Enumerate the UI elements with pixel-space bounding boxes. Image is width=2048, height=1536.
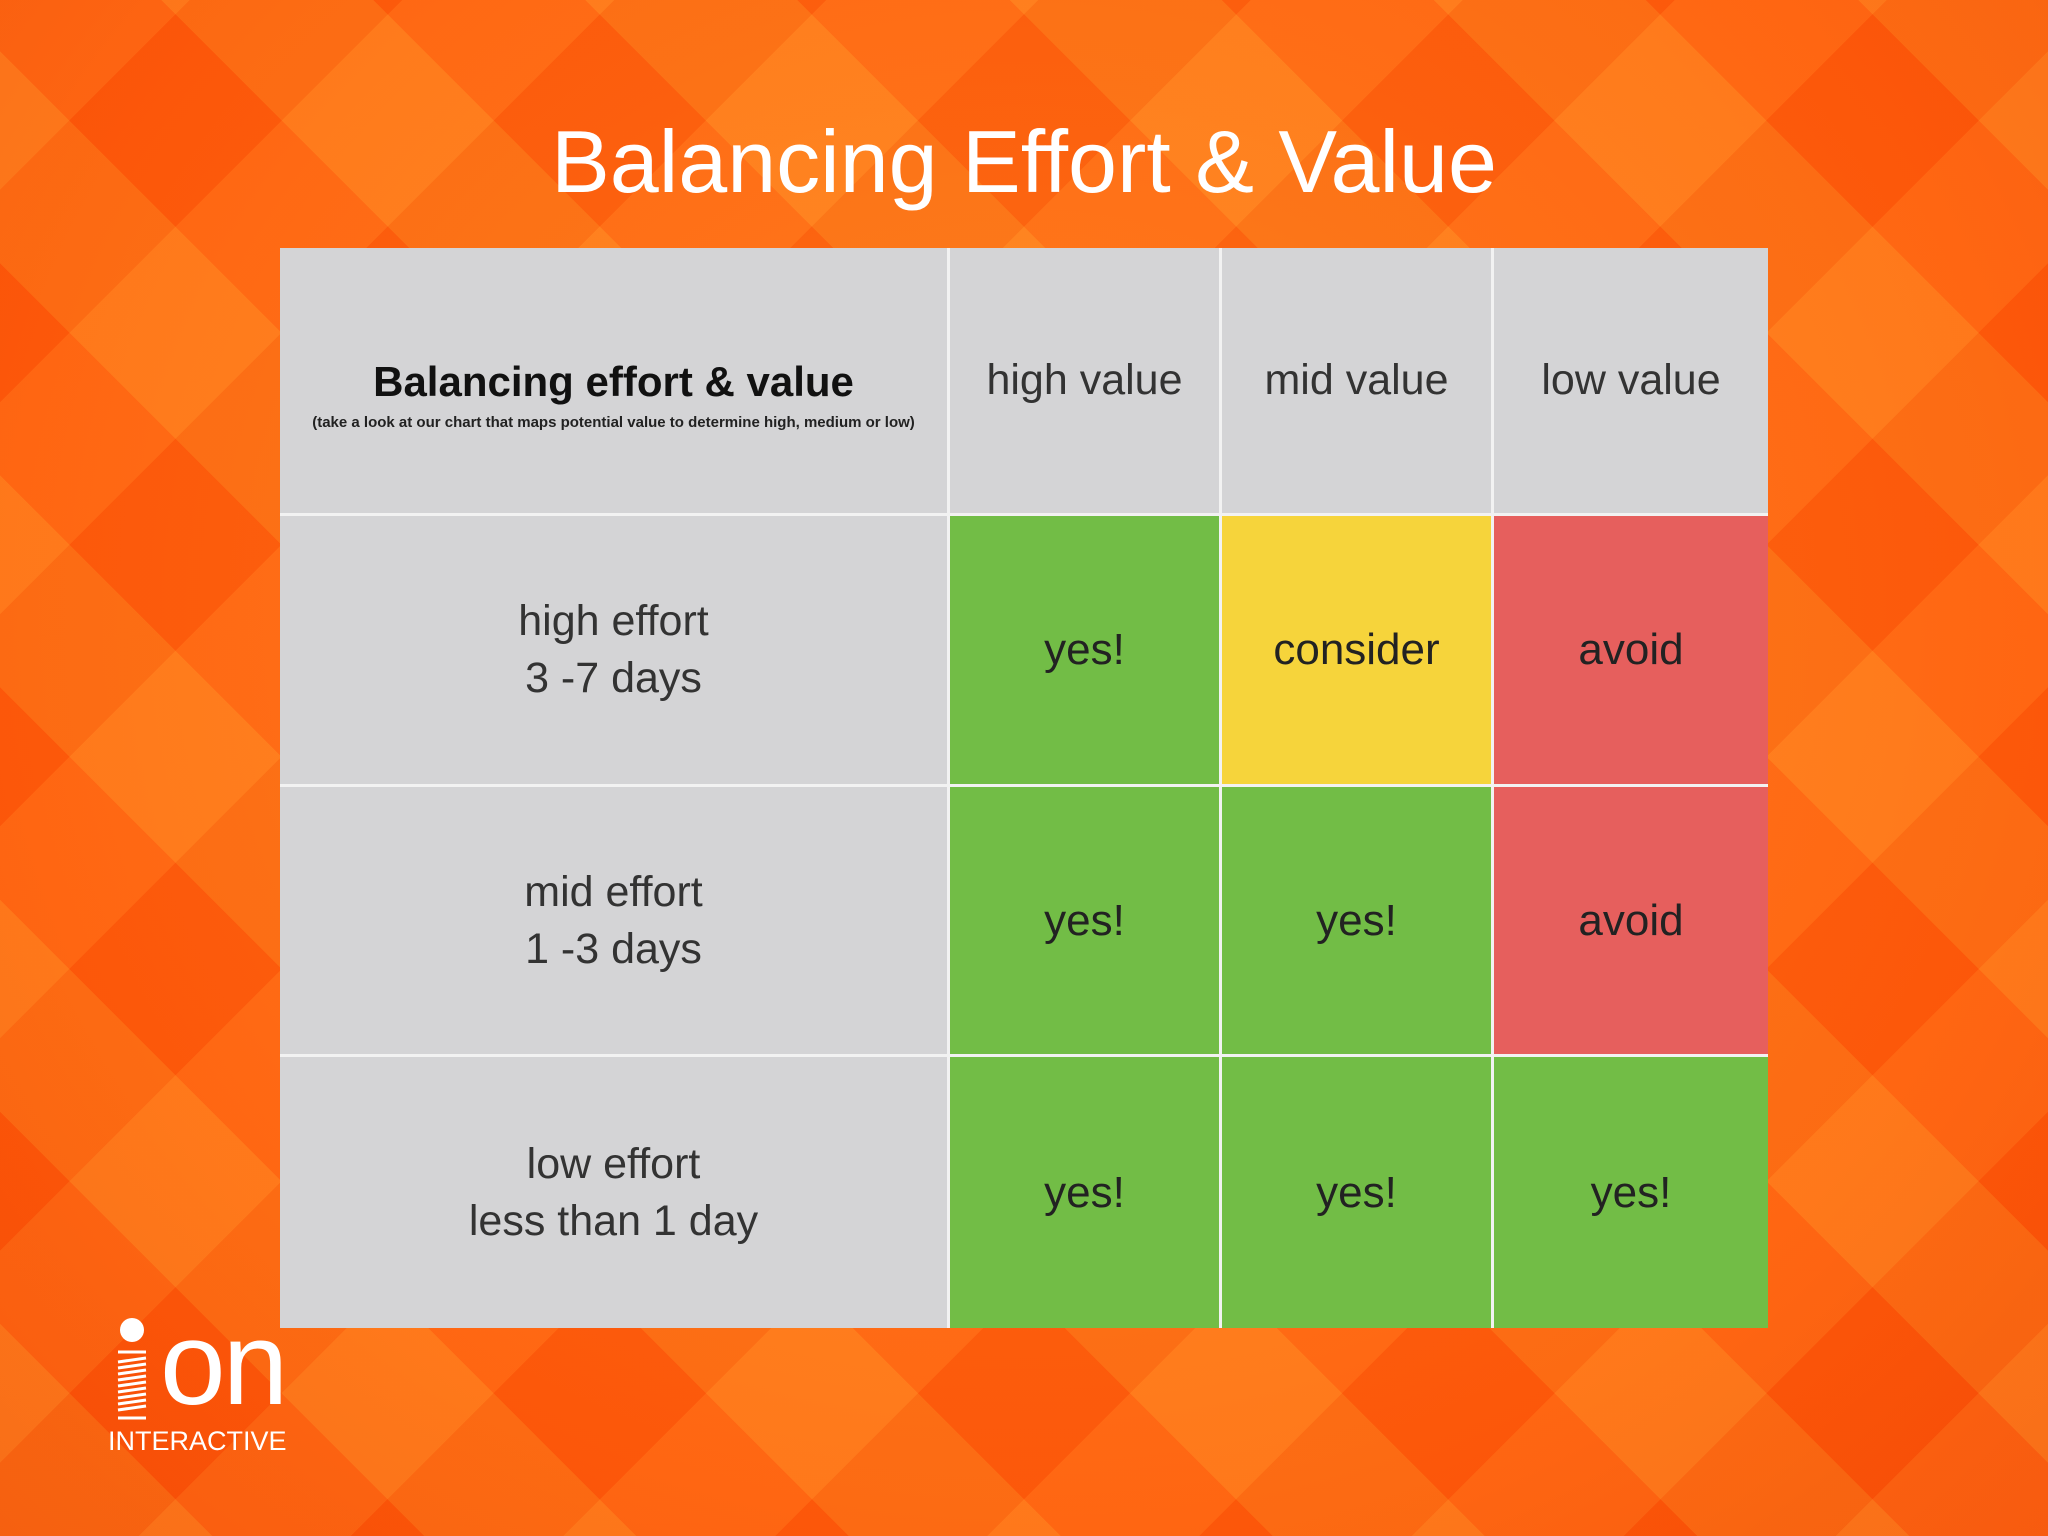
effort-label: high effort [518, 597, 709, 645]
row-header-low-effort: low effort less than 1 day [280, 1057, 950, 1328]
matrix-cell: avoid [1494, 516, 1768, 787]
logo-wordmark: on [160, 1298, 288, 1430]
matrix-title: Balancing effort & value [373, 358, 854, 405]
matrix-cell: yes! [1222, 1057, 1494, 1328]
row-header-mid-effort: mid effort 1 -3 days [280, 787, 950, 1057]
effort-value-matrix: Balancing effort & value (take a look at… [280, 248, 1768, 1328]
matrix-cell: yes! [950, 787, 1222, 1057]
matrix-cell: yes! [1494, 1057, 1768, 1328]
effort-label: mid effort [524, 867, 703, 916]
matrix-cell: consider [1222, 516, 1494, 787]
matrix-corner-header: Balancing effort & value (take a look at… [280, 248, 950, 516]
matrix-note: (take a look at our chart that maps pote… [312, 414, 915, 431]
matrix-cell: yes! [950, 516, 1222, 787]
logo-subtitle: INTERACTIVE [108, 1426, 287, 1456]
slide-title: Balancing Effort & Value [551, 112, 1497, 211]
column-header-mid-value: mid value [1222, 248, 1494, 516]
logo-spring-i-icon [117, 1318, 147, 1420]
matrix-cell: yes! [1222, 787, 1494, 1057]
column-header-high-value: high value [950, 248, 1222, 516]
matrix-cell: yes! [950, 1057, 1222, 1328]
column-header-low-value: low value [1494, 248, 1768, 516]
row-header-high-effort: high effort 3 -7 days [280, 516, 950, 787]
effort-duration: 1 -3 days [525, 924, 702, 973]
effort-duration: 3 -7 days [525, 654, 702, 702]
ion-interactive-logo: on INTERACTIVE [106, 1304, 316, 1460]
matrix-cell: avoid [1494, 787, 1768, 1057]
effort-label: low effort [526, 1139, 701, 1188]
effort-duration: less than 1 day [468, 1196, 759, 1245]
